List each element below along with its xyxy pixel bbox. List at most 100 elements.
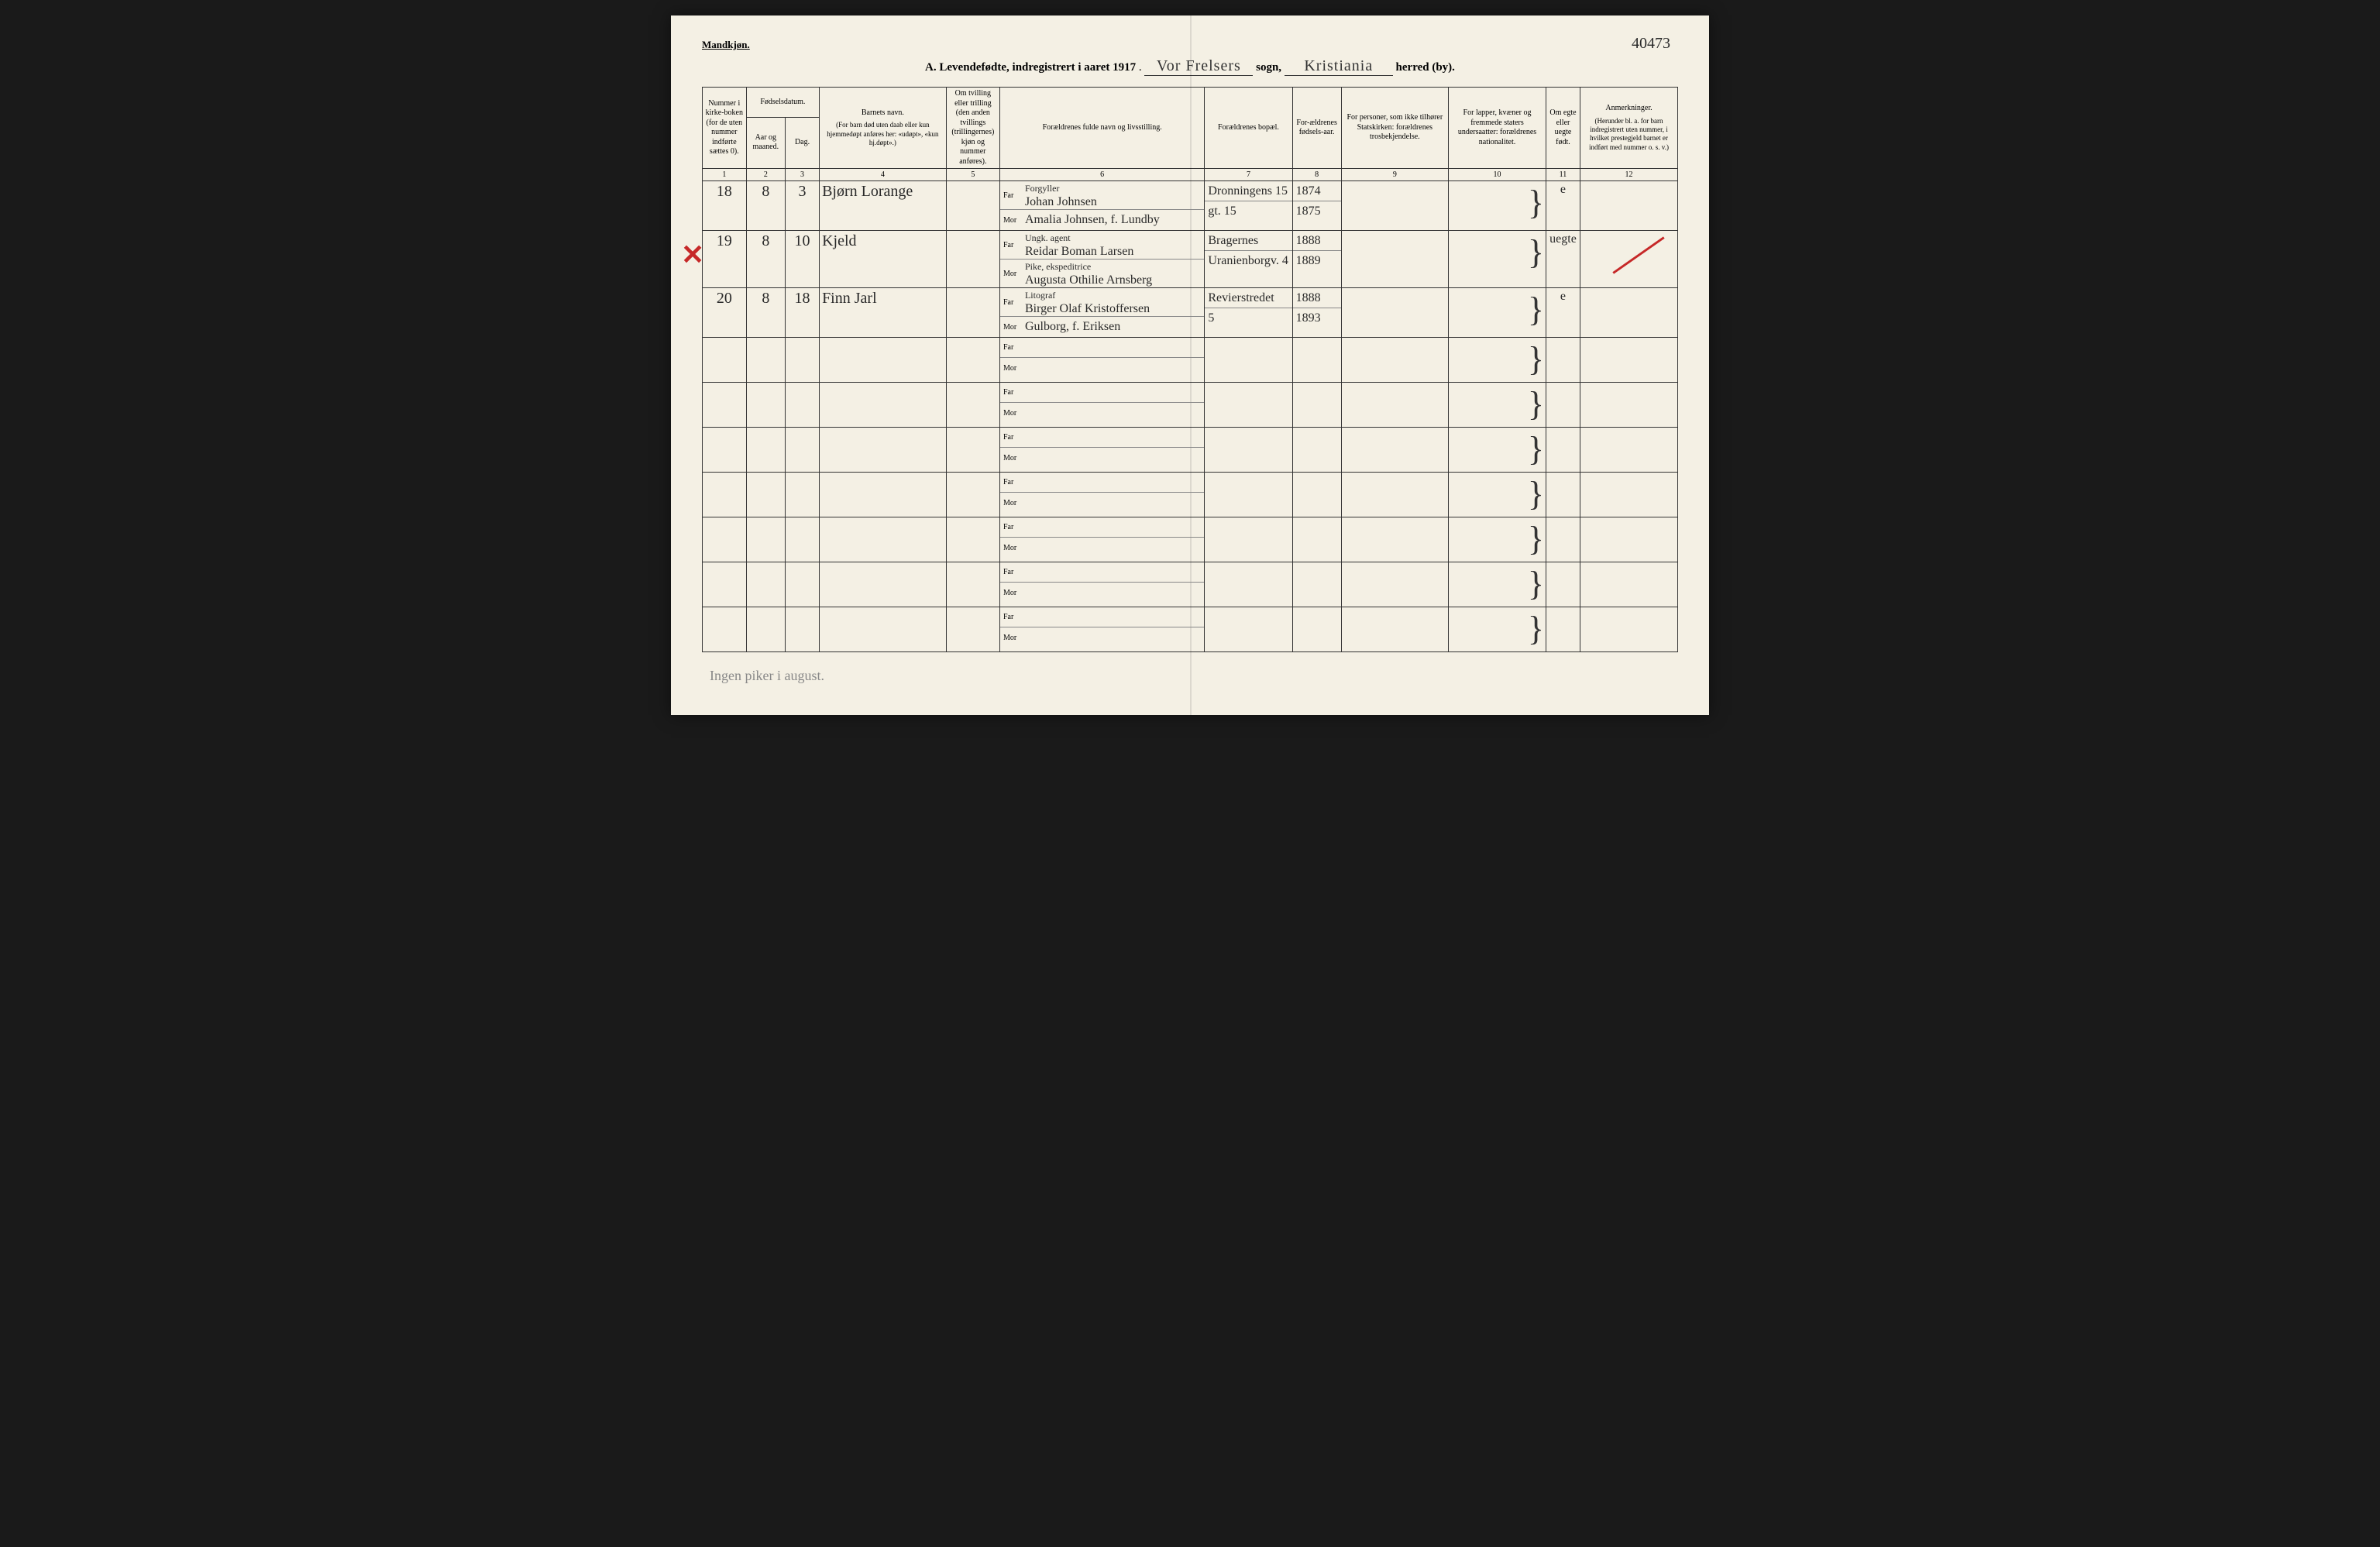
- cell: [746, 607, 785, 652]
- cell-name: Kjeld: [820, 231, 947, 288]
- cell: [1205, 517, 1292, 562]
- cell: [1546, 338, 1580, 383]
- cell-legit: e: [1546, 181, 1580, 231]
- cell: }: [1449, 517, 1546, 562]
- cell-nationality: }: [1449, 288, 1546, 338]
- cell-faith: [1341, 231, 1448, 288]
- table-row: 18 8 3 Bjørn Lorange Far ForgyllerJohan …: [703, 181, 1678, 231]
- cell: [1205, 383, 1292, 428]
- cell: [1546, 562, 1580, 607]
- cell: [946, 473, 999, 517]
- col-header: Nummer i kirke-boken (for de uten nummer…: [703, 88, 747, 169]
- col-num: 2: [746, 169, 785, 181]
- cell: [1205, 562, 1292, 607]
- cell: [820, 473, 947, 517]
- cell-parents: Far Ungk. agentReidar Boman Larsen Mor P…: [999, 231, 1204, 288]
- cell: }: [1449, 607, 1546, 652]
- cell: }: [1449, 428, 1546, 473]
- cell: Far Mor: [999, 607, 1204, 652]
- cell-num: ✕ 19: [703, 231, 747, 288]
- col-header: For lapper, kvæner og fremmede staters u…: [1449, 88, 1546, 169]
- cell-day: 18: [786, 288, 820, 338]
- col-num: 10: [1449, 169, 1546, 181]
- col-title: Anmerkninger.: [1583, 104, 1675, 114]
- cell: Far Mor: [999, 517, 1204, 562]
- cell-num: 18: [703, 181, 747, 231]
- cell-day: 3: [786, 181, 820, 231]
- cell-address: Dronningens 15 gt. 15: [1205, 181, 1292, 231]
- cell: }: [1449, 338, 1546, 383]
- cell: [786, 338, 820, 383]
- cell: [1580, 428, 1678, 473]
- cell: [1341, 383, 1448, 428]
- col-num: 8: [1292, 169, 1341, 181]
- cell: [703, 517, 747, 562]
- cell: [820, 428, 947, 473]
- cell: [1205, 428, 1292, 473]
- title-prefix: A.: [925, 61, 937, 74]
- col-header: Fødselsdatum.: [746, 88, 819, 118]
- cell: [786, 607, 820, 652]
- cell: [1546, 607, 1580, 652]
- sogn-label: sogn,: [1256, 61, 1281, 74]
- col-sub: (For barn død uten daab eller kun hjemme…: [822, 121, 944, 147]
- cell-address: Bragernes Uranienborgv. 4: [1205, 231, 1292, 288]
- cell: [746, 428, 785, 473]
- col-header: Barnets navn. (For barn død uten daab el…: [820, 88, 947, 169]
- cell-twin: [946, 231, 999, 288]
- title-text: Levendefødte, indregistrert i aaret 191: [939, 61, 1130, 74]
- table-header: Nummer i kirke-boken (for de uten nummer…: [703, 88, 1678, 181]
- cell: [1341, 517, 1448, 562]
- cell: [1205, 338, 1292, 383]
- cell-twin: [946, 288, 999, 338]
- cell-nationality: }: [1449, 181, 1546, 231]
- red-slash-mark: [1612, 236, 1664, 273]
- cell: [1292, 383, 1341, 428]
- cell: [1292, 473, 1341, 517]
- cell: [1580, 607, 1678, 652]
- cell: Far Mor: [999, 562, 1204, 607]
- col-sub: (Herunder bl. a. for barn indregistrert …: [1583, 117, 1675, 152]
- col-title: Barnets navn.: [822, 108, 944, 119]
- cell: [746, 517, 785, 562]
- cell-nationality: }: [1449, 231, 1546, 288]
- gender-label: Mandkjøn.: [702, 39, 1678, 51]
- cell: [786, 517, 820, 562]
- cell: [1292, 562, 1341, 607]
- sogn-value: Vor Frelsers: [1144, 57, 1253, 76]
- cell-day: 10: [786, 231, 820, 288]
- cell: [1341, 338, 1448, 383]
- cell: [1580, 338, 1678, 383]
- col-header: Anmerkninger. (Herunder bl. a. for barn …: [1580, 88, 1678, 169]
- cell: [1341, 607, 1448, 652]
- bottom-note: Ingen piker i august.: [710, 668, 1678, 684]
- cell-faith: [1341, 181, 1448, 231]
- col-num: 9: [1341, 169, 1448, 181]
- cell-month: 8: [746, 181, 785, 231]
- cell: [1292, 338, 1341, 383]
- cell: [946, 383, 999, 428]
- cell: }: [1449, 383, 1546, 428]
- table-row-empty: Far Mor }: [703, 517, 1678, 562]
- cell: [786, 428, 820, 473]
- cell: [1341, 428, 1448, 473]
- col-num: 7: [1205, 169, 1292, 181]
- herred-value: Kristiania: [1285, 57, 1393, 76]
- col-header: Aar og maaned.: [746, 117, 785, 168]
- cell: [746, 562, 785, 607]
- table-row-empty: Far Mor }: [703, 473, 1678, 517]
- cell: [703, 428, 747, 473]
- cell: [786, 562, 820, 607]
- col-header: For personer, som ikke tilhører Statskir…: [1341, 88, 1448, 169]
- col-header: Dag.: [786, 117, 820, 168]
- cell: [746, 383, 785, 428]
- cell: [1341, 562, 1448, 607]
- cell: [946, 607, 999, 652]
- col-num: 1: [703, 169, 747, 181]
- cell: [946, 562, 999, 607]
- cell-address: Revierstredet 5: [1205, 288, 1292, 338]
- cell: [1205, 473, 1292, 517]
- cell-parents: Far ForgyllerJohan Johnsen Mor Amalia Jo…: [999, 181, 1204, 231]
- col-header: Forældrenes bopæl.: [1205, 88, 1292, 169]
- cell: [786, 383, 820, 428]
